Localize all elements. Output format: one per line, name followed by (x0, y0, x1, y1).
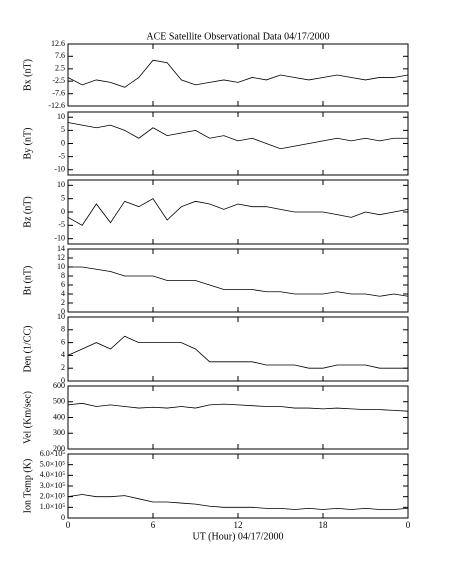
y-tick-label: 2.0×10⁵ (40, 491, 66, 500)
y-tick-label: 2 (61, 363, 65, 372)
y-axis-label: Bz (nT) (22, 196, 33, 227)
panel-frame (67, 385, 409, 450)
panel-frame (67, 179, 409, 245)
y-tick-label: 300 (53, 428, 65, 437)
y-tick-label: 8 (61, 271, 65, 280)
y-tick-label: 500 (53, 397, 65, 406)
y-axis-label: Den (1/CC) (22, 326, 33, 373)
y-tick-label: 12 (57, 253, 65, 262)
y-tick-label: 4 (61, 289, 65, 298)
y-tick-label: 0 (61, 138, 65, 147)
panel-frame (67, 316, 409, 382)
y-tick-label: 6 (61, 337, 65, 346)
x-tick-label: 6 (151, 520, 156, 530)
y-tick-label: 10 (57, 112, 65, 121)
y-tick-label: 4 (61, 350, 65, 359)
y-tick-label: 7.6 (55, 51, 65, 60)
data-line (67, 402, 409, 412)
y-tick-label: 14 (57, 244, 65, 253)
y-tick-label: 10 (57, 180, 65, 189)
y-axis-label: Bt (nT) (22, 266, 33, 296)
x-tick-label: 0 (406, 520, 411, 530)
data-line (67, 494, 409, 510)
y-axis-label: Vel (Km/sec) (22, 391, 33, 444)
y-tick-label: 400 (53, 412, 65, 421)
panel-frame (67, 111, 409, 176)
y-tick-label: 8 (61, 325, 65, 334)
data-line (67, 59, 409, 88)
y-axis-label: By (nT) (22, 128, 33, 160)
y-tick-label: 0 (61, 376, 65, 385)
y-tick-label: 200 (53, 444, 65, 453)
x-axis-label: UT (Hour) 04/17/2000 (193, 531, 284, 542)
y-tick-label: 0 (61, 307, 65, 316)
y-tick-label: 0 (61, 513, 65, 522)
y-tick-label: 600 (53, 381, 65, 390)
y-tick-label: 6 (61, 280, 65, 289)
x-tick-label: 18 (319, 520, 329, 530)
y-tick-label: 4.0×10⁵ (40, 470, 66, 479)
data-line (68, 266, 409, 297)
y-tick-label: 5 (61, 193, 65, 202)
y-tick-label: 3.0×10⁵ (40, 481, 66, 490)
data-line (67, 122, 408, 150)
y-tick-label: 5 (61, 125, 65, 134)
y-tick-label: 1.0×10⁵ (40, 502, 66, 511)
data-line (67, 335, 408, 369)
chart-title: ACE Satellite Observational Data 04/17/2… (146, 31, 329, 42)
y-tick-label: -5 (58, 220, 65, 229)
y-tick-label: -7.6 (52, 89, 65, 98)
y-tick-label: -10 (54, 233, 65, 242)
x-tick-label: 12 (234, 520, 243, 530)
y-tick-label: 10 (57, 312, 65, 321)
y-tick-label: 2 (61, 298, 65, 307)
y-tick-label: 10 (57, 262, 65, 271)
y-axis-label: Ion Temp (K) (22, 459, 33, 514)
y-tick-label: 12.6 (51, 39, 65, 48)
y-tick-label: 5.0×10⁵ (40, 459, 66, 468)
y-tick-label: -10 (54, 165, 65, 174)
panel-frame (67, 453, 409, 519)
y-tick-label: -12.6 (48, 101, 65, 110)
y-tick-label: 6.0×10⁵ (40, 449, 66, 458)
y-tick-label: 2.5 (55, 64, 65, 73)
data-line (67, 198, 409, 226)
y-tick-label: 0 (61, 207, 65, 216)
panel-frame (67, 43, 409, 107)
y-tick-label: -2.5 (52, 76, 65, 85)
y-tick-label: -5 (58, 151, 65, 160)
panel-frame (67, 248, 409, 313)
y-axis-label: Bx (nT) (22, 59, 33, 91)
x-tick-label: 0 (66, 520, 71, 530)
